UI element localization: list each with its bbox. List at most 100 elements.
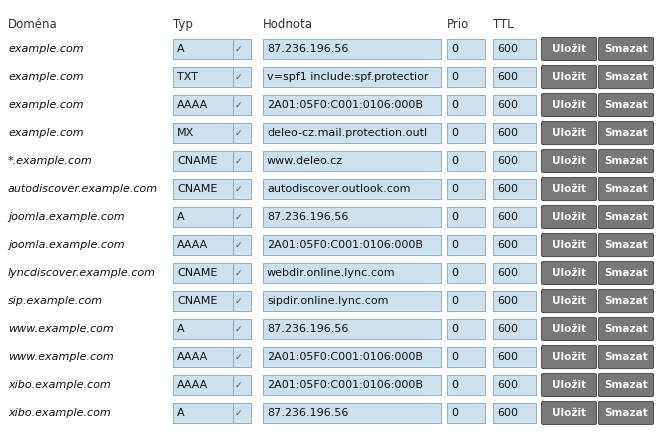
Text: ✓: ✓	[235, 408, 243, 418]
Text: 2A01:05F0:C001:0106:000B: 2A01:05F0:C001:0106:000B	[267, 100, 423, 110]
Text: sip.example.com: sip.example.com	[8, 296, 103, 306]
Text: 0: 0	[451, 380, 458, 390]
Bar	[263, 375, 441, 395]
FancyBboxPatch shape	[598, 66, 654, 89]
Text: Smazat: Smazat	[604, 212, 648, 222]
FancyBboxPatch shape	[598, 318, 654, 341]
Text: ✓: ✓	[235, 184, 243, 194]
Bar	[173, 403, 251, 423]
FancyBboxPatch shape	[598, 206, 654, 228]
Text: 0: 0	[451, 184, 458, 194]
FancyBboxPatch shape	[542, 66, 596, 89]
Text: Uložit: Uložit	[552, 296, 586, 306]
Bar	[447, 263, 485, 283]
Text: CNAME: CNAME	[177, 268, 217, 278]
Text: 600: 600	[497, 268, 518, 278]
Bar	[173, 319, 251, 339]
Text: Hodnota: Hodnota	[263, 18, 313, 31]
FancyBboxPatch shape	[598, 178, 654, 201]
Text: 0: 0	[451, 268, 458, 278]
Bar	[493, 123, 536, 143]
Bar	[263, 123, 441, 143]
Text: CNAME: CNAME	[177, 296, 217, 306]
Bar	[447, 403, 485, 423]
FancyBboxPatch shape	[598, 262, 654, 285]
Bar	[493, 179, 536, 199]
Bar	[493, 235, 536, 255]
Text: CNAME: CNAME	[177, 156, 217, 166]
Text: 600: 600	[497, 380, 518, 390]
Text: Uložit: Uložit	[552, 156, 586, 166]
Text: joomla.example.com: joomla.example.com	[8, 240, 125, 250]
FancyBboxPatch shape	[542, 401, 596, 424]
Text: Uložit: Uložit	[552, 408, 586, 418]
Text: Smazat: Smazat	[604, 240, 648, 250]
FancyBboxPatch shape	[542, 289, 596, 312]
Bar	[493, 95, 536, 115]
Text: ✓: ✓	[235, 72, 243, 82]
Text: ✓: ✓	[235, 381, 243, 389]
Text: A: A	[177, 408, 185, 418]
Text: MX: MX	[177, 128, 194, 138]
Bar	[263, 207, 441, 227]
Text: Smazat: Smazat	[604, 324, 648, 334]
FancyBboxPatch shape	[542, 122, 596, 145]
Text: TTL: TTL	[493, 18, 514, 31]
Bar	[493, 263, 536, 283]
FancyBboxPatch shape	[542, 262, 596, 285]
Text: 87.236.196.56: 87.236.196.56	[267, 324, 349, 334]
FancyBboxPatch shape	[598, 122, 654, 145]
Text: A: A	[177, 212, 185, 222]
Bar	[173, 123, 251, 143]
FancyBboxPatch shape	[542, 233, 596, 256]
Text: A: A	[177, 324, 185, 334]
Text: Smazat: Smazat	[604, 156, 648, 166]
Text: www.example.com: www.example.com	[8, 324, 114, 334]
Text: 600: 600	[497, 212, 518, 222]
Text: Smazat: Smazat	[604, 296, 648, 306]
FancyBboxPatch shape	[598, 149, 654, 172]
Text: Uložit: Uložit	[552, 352, 586, 362]
Text: ✓: ✓	[235, 128, 243, 138]
FancyBboxPatch shape	[542, 206, 596, 228]
Text: example.com: example.com	[8, 100, 84, 110]
Bar	[447, 123, 485, 143]
Text: Uložit: Uložit	[552, 72, 586, 82]
FancyBboxPatch shape	[598, 37, 654, 60]
Text: Smazat: Smazat	[604, 128, 648, 138]
FancyBboxPatch shape	[598, 289, 654, 312]
Bar	[263, 67, 441, 87]
Text: 0: 0	[451, 44, 458, 54]
Text: AAAA: AAAA	[177, 380, 208, 390]
Text: AAAA: AAAA	[177, 352, 208, 362]
Bar	[263, 235, 441, 255]
FancyBboxPatch shape	[598, 374, 654, 397]
Bar	[263, 263, 441, 283]
Bar	[493, 207, 536, 227]
Bar	[447, 207, 485, 227]
Bar	[447, 347, 485, 367]
Text: deleo-cz.mail.protection.outl: deleo-cz.mail.protection.outl	[267, 128, 427, 138]
Text: autodiscover.outlook.com: autodiscover.outlook.com	[267, 184, 411, 194]
Text: *.example.com: *.example.com	[8, 156, 93, 166]
Bar	[263, 179, 441, 199]
Text: ✓: ✓	[235, 157, 243, 165]
Text: Smazat: Smazat	[604, 184, 648, 194]
Text: 0: 0	[451, 72, 458, 82]
Text: 0: 0	[451, 324, 458, 334]
Text: Uložit: Uložit	[552, 44, 586, 54]
FancyBboxPatch shape	[598, 401, 654, 424]
Text: 2A01:05F0:C001:0106:000B: 2A01:05F0:C001:0106:000B	[267, 352, 423, 362]
Text: ✓: ✓	[235, 240, 243, 250]
Bar	[493, 291, 536, 311]
Text: 0: 0	[451, 128, 458, 138]
Text: sipdir.online.lync.com: sipdir.online.lync.com	[267, 296, 389, 306]
Text: ✓: ✓	[235, 45, 243, 53]
Text: joomla.example.com: joomla.example.com	[8, 212, 125, 222]
Text: TXT: TXT	[177, 72, 198, 82]
FancyBboxPatch shape	[598, 93, 654, 116]
Text: 0: 0	[451, 408, 458, 418]
Bar	[263, 151, 441, 171]
FancyBboxPatch shape	[598, 233, 654, 256]
Text: ✓: ✓	[235, 269, 243, 277]
